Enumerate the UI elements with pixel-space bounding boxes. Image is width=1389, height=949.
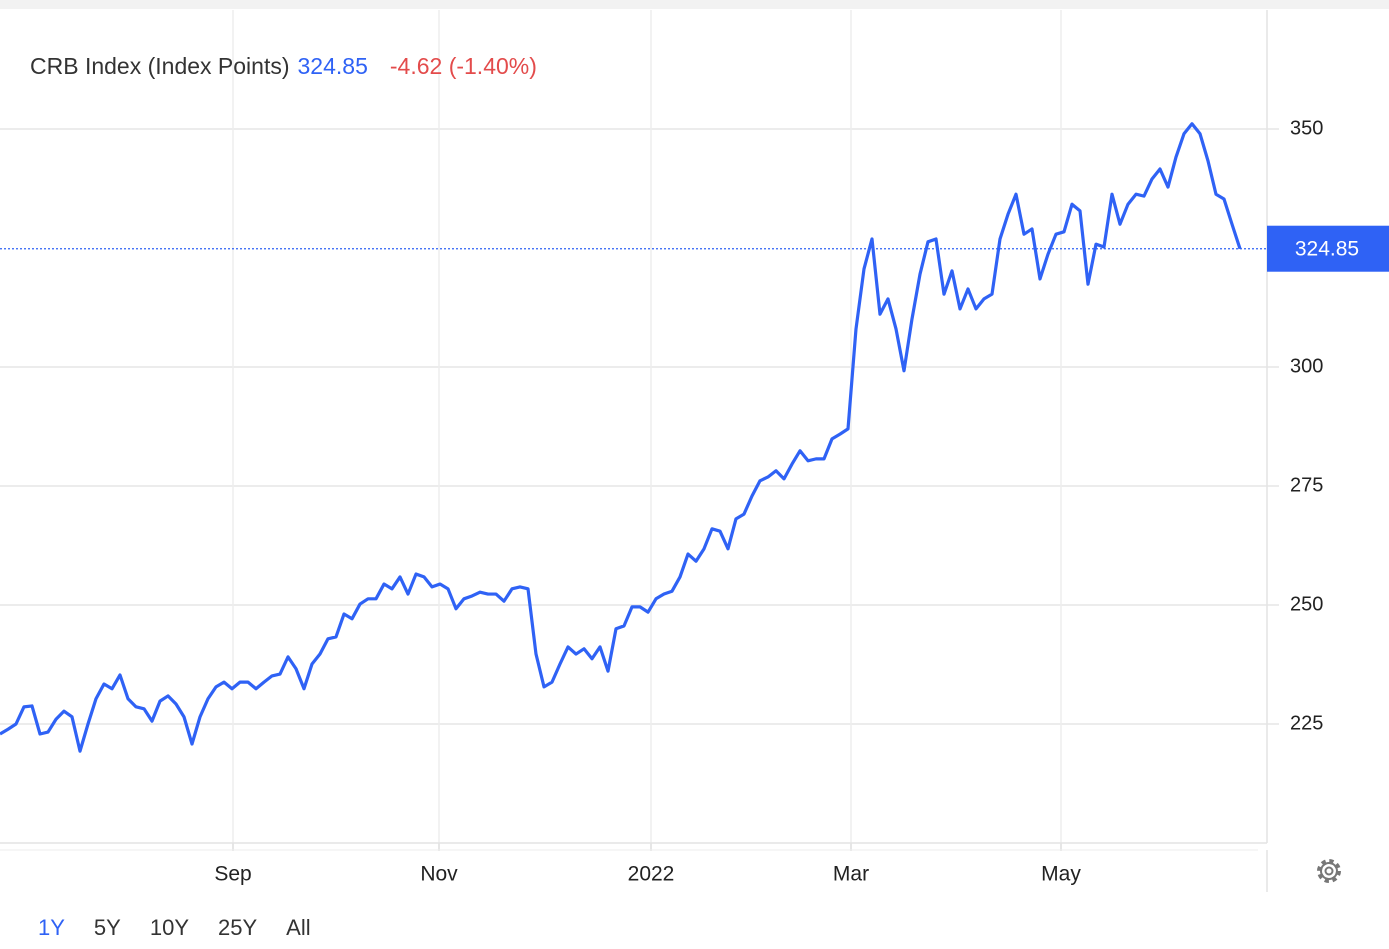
y-tick-label: 250 (1290, 593, 1323, 615)
y-tick-label: 300 (1290, 355, 1323, 377)
range-button[interactable]: 5Y (94, 915, 121, 940)
series-line (0, 122, 1242, 753)
last-value-box (1267, 225, 1389, 272)
range-button[interactable]: All (286, 915, 310, 940)
range-button[interactable]: 25Y (218, 915, 257, 940)
last-value-label: 324.85 (1295, 237, 1359, 260)
gear-ring (1320, 862, 1338, 880)
grid: 225 250 275 300 350 Sep Nov 2022 Mar May (0, 10, 1323, 886)
y-tick-label: 225 (1290, 712, 1323, 734)
x-tick-label: 2022 (628, 863, 675, 886)
plot: 324.85 (0, 122, 1389, 753)
change: -4.62 (-1.40%) (390, 53, 537, 79)
x-tick-label: May (1041, 863, 1081, 886)
x-tick-label: Nov (420, 863, 458, 886)
settings-icon[interactable] (1317, 859, 1341, 883)
gear-hub (1324, 866, 1334, 876)
gear-teeth (1317, 859, 1341, 883)
x-tick-label: Sep (214, 863, 251, 886)
top-band (0, 0, 1389, 9)
chart-title: CRB Index (Index Points) (30, 53, 290, 79)
x-tick-label: Mar (833, 863, 869, 886)
range-buttons: 1Y 5Y 10Y 25Y All (38, 915, 311, 940)
y-tick-label: 350 (1290, 117, 1323, 139)
range-button[interactable]: 10Y (150, 915, 189, 940)
range-button[interactable]: 1Y (38, 915, 65, 940)
y-tick-label: 275 (1290, 474, 1323, 496)
last-value: 324.85 (298, 53, 368, 79)
